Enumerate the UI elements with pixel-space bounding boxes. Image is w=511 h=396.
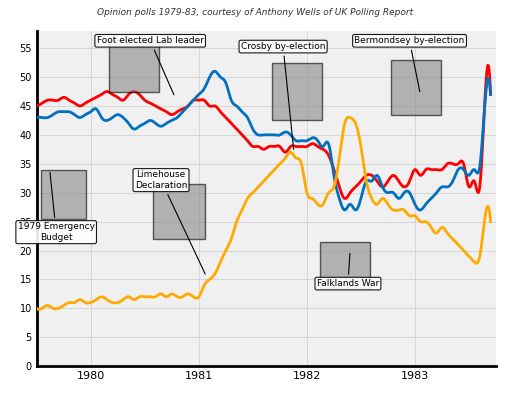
Text: Limehouse
Declaration: Limehouse Declaration: [135, 170, 205, 274]
FancyBboxPatch shape: [109, 40, 159, 91]
Text: 1979 Emergency
Budget: 1979 Emergency Budget: [18, 172, 95, 242]
FancyBboxPatch shape: [153, 184, 205, 239]
FancyBboxPatch shape: [391, 60, 441, 115]
FancyBboxPatch shape: [272, 63, 322, 120]
Text: Foot elected Lab leader: Foot elected Lab leader: [97, 36, 204, 95]
FancyBboxPatch shape: [320, 242, 369, 288]
Text: Opinion polls 1979-83, courtesy of Anthony Wells of UK Polling Report: Opinion polls 1979-83, courtesy of Antho…: [98, 8, 413, 17]
Text: Crosby by-election: Crosby by-election: [241, 42, 326, 149]
Text: Falklands War: Falklands War: [317, 253, 379, 288]
FancyBboxPatch shape: [41, 169, 86, 219]
Text: Bermondsey by-election: Bermondsey by-election: [355, 36, 464, 92]
